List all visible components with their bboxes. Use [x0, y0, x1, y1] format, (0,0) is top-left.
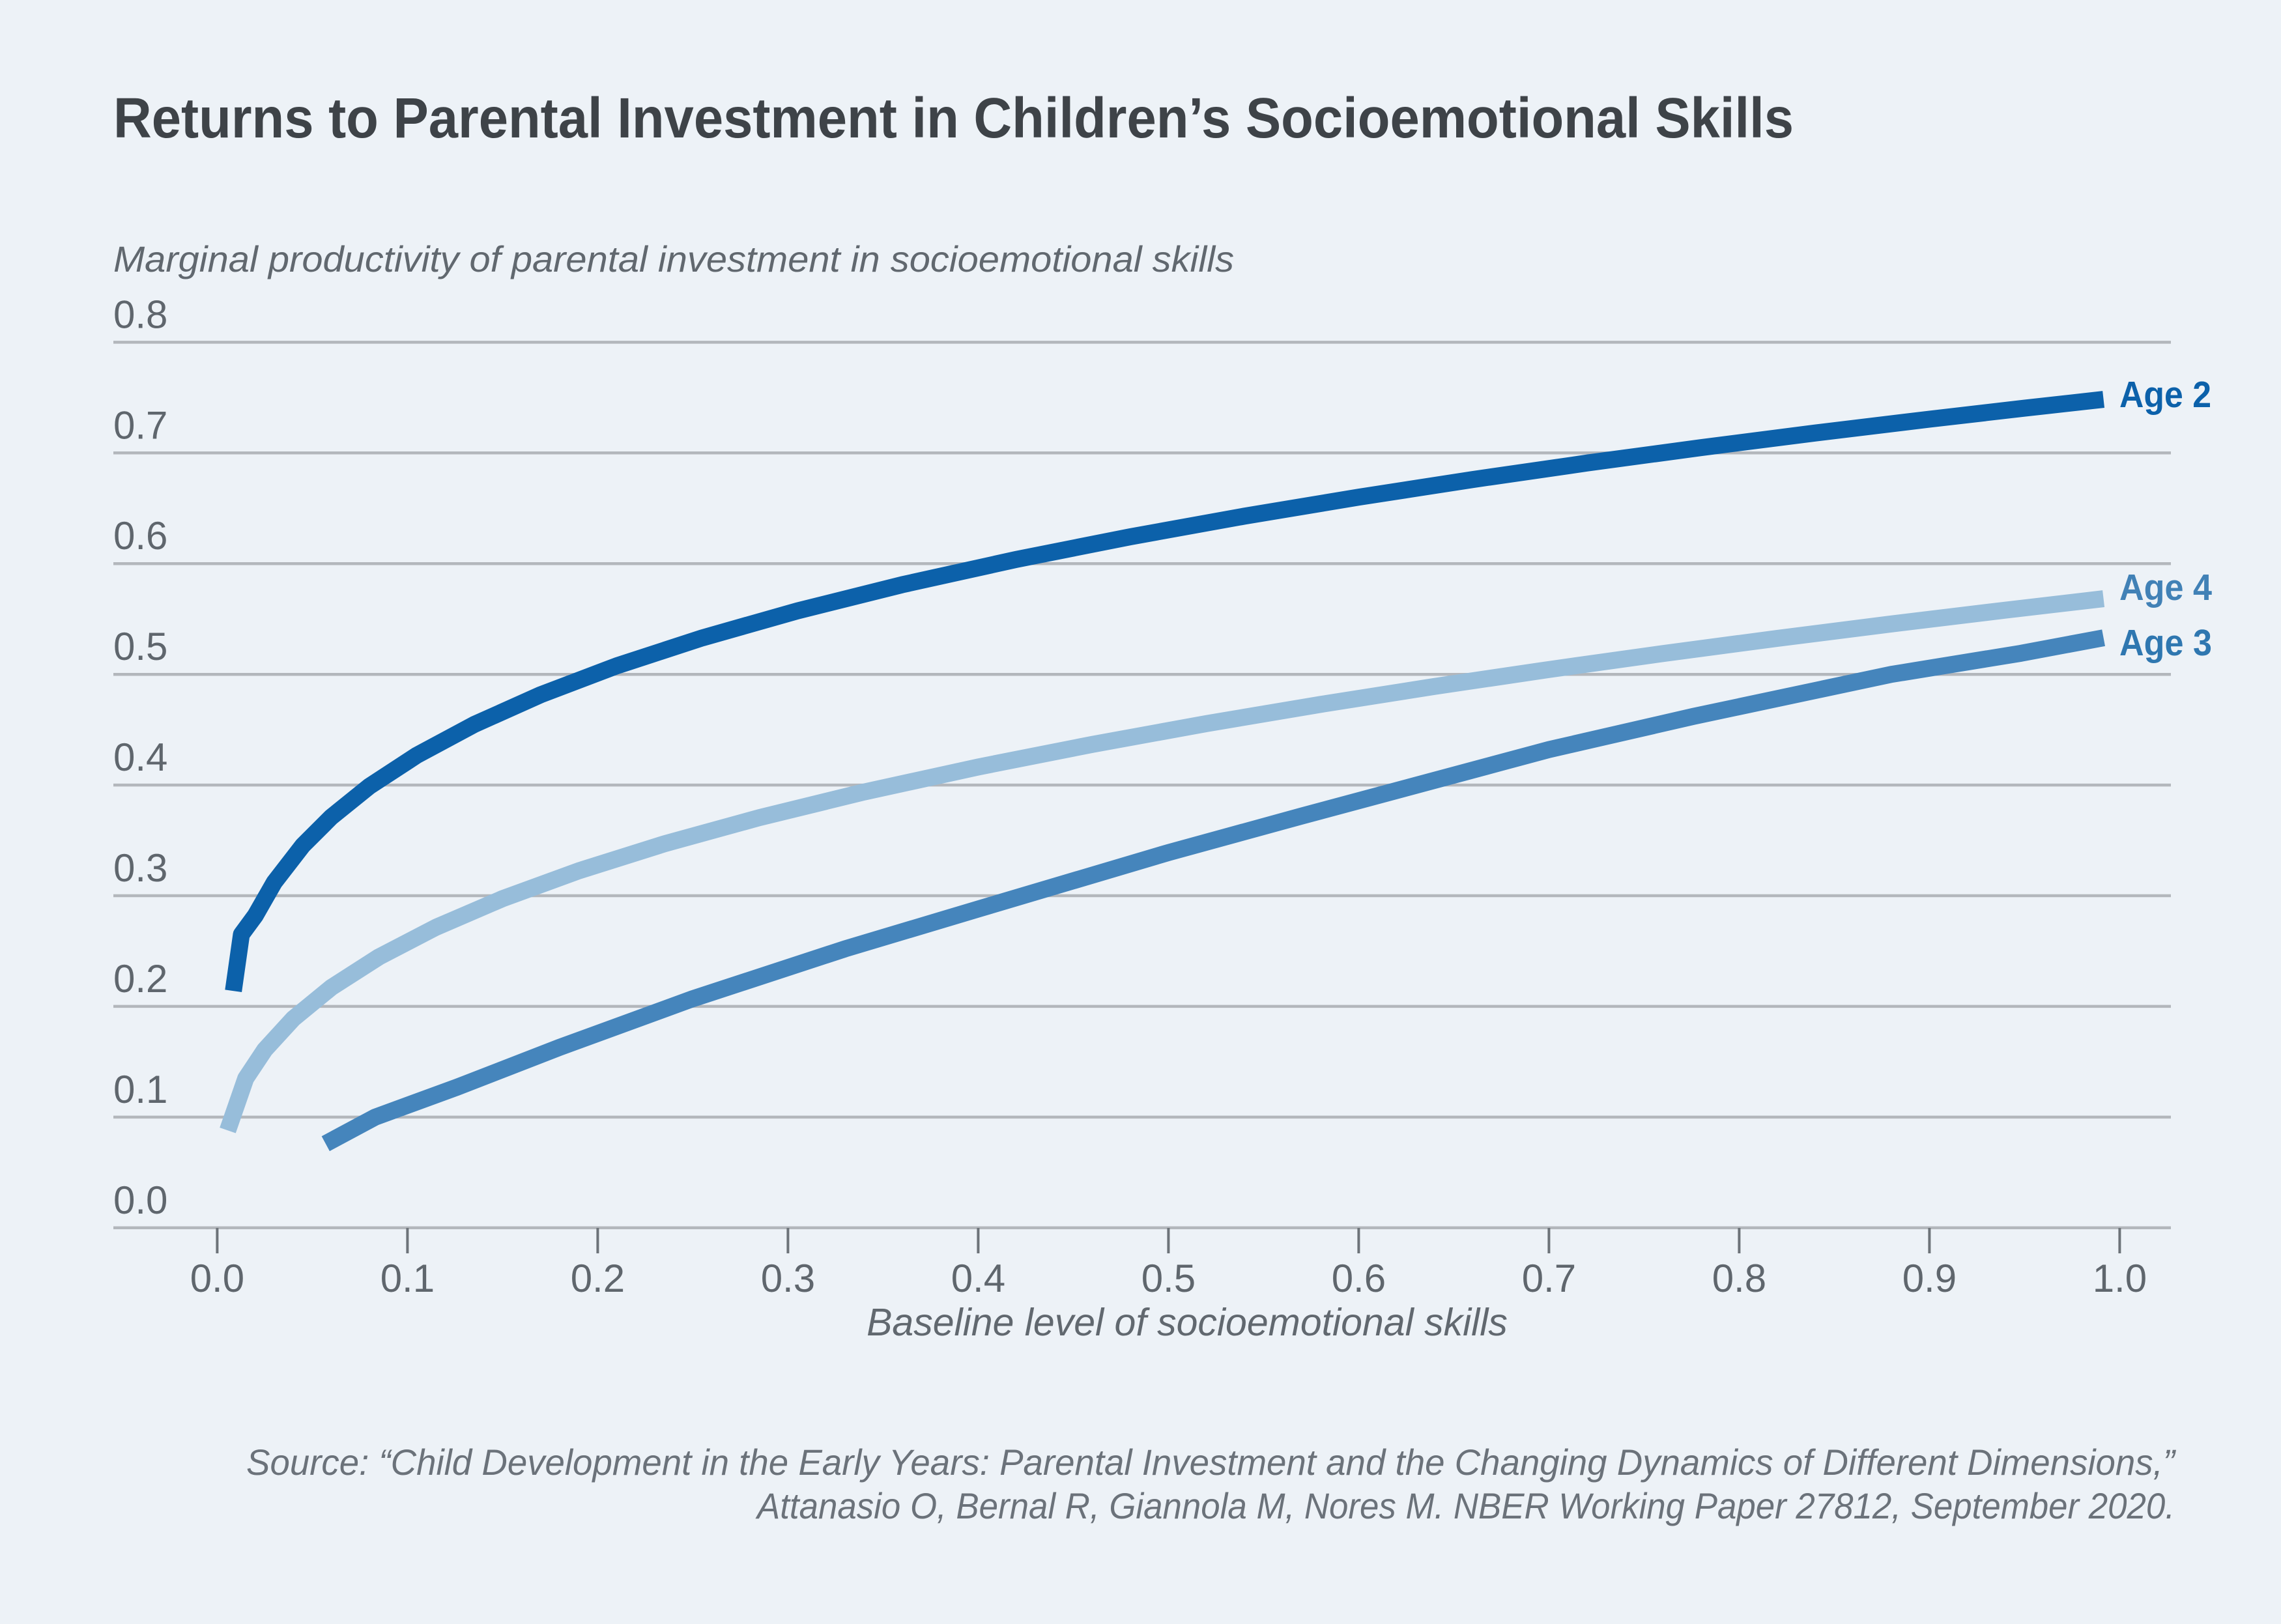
- svg-text:0.9: 0.9: [1902, 1257, 1957, 1300]
- svg-text:0.7: 0.7: [1522, 1257, 1576, 1300]
- svg-text:0.1: 0.1: [113, 1068, 167, 1111]
- svg-text:0.2: 0.2: [113, 957, 167, 1001]
- svg-text:Returns to Parental Investment: Returns to Parental Investment in Childr…: [113, 87, 1794, 150]
- svg-text:0.7: 0.7: [113, 403, 167, 447]
- svg-text:Age 3: Age 3: [2119, 622, 2212, 664]
- svg-text:0.0: 0.0: [113, 1178, 167, 1222]
- svg-text:Marginal productivity of paren: Marginal productivity of parental invest…: [113, 238, 1234, 279]
- svg-text:0.4: 0.4: [113, 735, 167, 779]
- svg-text:0.5: 0.5: [113, 625, 167, 668]
- svg-text:Age 4: Age 4: [2119, 567, 2212, 608]
- svg-text:0.8: 0.8: [113, 292, 167, 336]
- svg-text:0.1: 0.1: [380, 1257, 435, 1300]
- svg-text:0.6: 0.6: [113, 514, 167, 558]
- svg-text:0.5: 0.5: [1141, 1257, 1196, 1300]
- svg-text:0.0: 0.0: [190, 1257, 244, 1300]
- svg-text:0.8: 0.8: [1712, 1257, 1766, 1300]
- svg-text:0.6: 0.6: [1332, 1257, 1386, 1300]
- svg-text:Age 2: Age 2: [2119, 374, 2211, 416]
- svg-text:Source: “Child Development in: Source: “Child Development in the Early …: [246, 1442, 2176, 1483]
- svg-text:0.3: 0.3: [113, 846, 167, 890]
- svg-text:0.3: 0.3: [761, 1257, 815, 1300]
- svg-text:Attanasio O, Bernal R, Giannol: Attanasio O, Bernal R, Giannola M, Nores…: [755, 1485, 2175, 1526]
- svg-text:0.4: 0.4: [951, 1257, 1005, 1300]
- svg-text:1.0: 1.0: [2093, 1257, 2147, 1300]
- svg-text:Baseline level of socioemotion: Baseline level of socioemotional skills: [867, 1301, 1508, 1344]
- svg-text:0.2: 0.2: [571, 1257, 625, 1300]
